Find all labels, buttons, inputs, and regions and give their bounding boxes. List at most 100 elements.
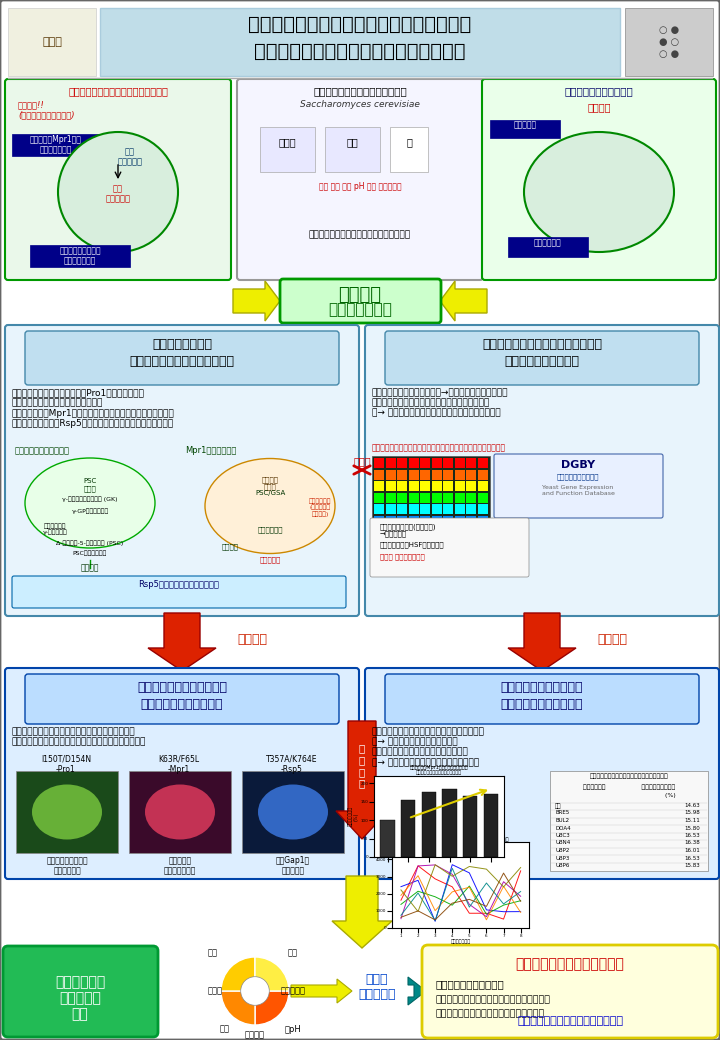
FancyBboxPatch shape bbox=[385, 331, 699, 385]
Text: 15.11: 15.11 bbox=[684, 818, 700, 823]
Text: BRE5: BRE5 bbox=[555, 810, 570, 815]
Bar bbox=[385, 504, 395, 514]
Text: プロリン: プロリン bbox=[222, 543, 238, 549]
Text: 異常タンパク質の生成回避・検知処理: 異常タンパク質の生成回避・検知処理 bbox=[68, 86, 168, 96]
Bar bbox=[397, 504, 407, 514]
FancyBboxPatch shape bbox=[365, 668, 719, 879]
Text: 15.98: 15.98 bbox=[684, 810, 700, 815]
Text: 網羅的な発現機能解析: 網羅的な発現機能解析 bbox=[505, 355, 580, 368]
Bar bbox=[385, 469, 395, 479]
Text: 酸化: 酸化 bbox=[288, 948, 298, 958]
Bar bbox=[16, 771, 118, 853]
Bar bbox=[466, 550, 476, 560]
Bar bbox=[477, 539, 487, 548]
Text: ・セルフクローニング法による育種技術の確立
　→ ストレス耐性パン酵母の作製
・清酒酵母のエタノール適応機構の発見
　→ 高濃度エタノール生産への有用性実証: ・セルフクローニング法による育種技術の確立 → ストレス耐性パン酵母の作製 ・清… bbox=[372, 727, 485, 768]
FancyBboxPatch shape bbox=[422, 945, 718, 1038]
Text: 高低温: 高低温 bbox=[207, 987, 222, 995]
Bar bbox=[443, 469, 453, 479]
Ellipse shape bbox=[32, 784, 102, 839]
Bar bbox=[385, 550, 395, 560]
Text: 乾燥: 乾燥 bbox=[220, 1024, 230, 1034]
Text: 正常
タンパク質: 正常 タンパク質 bbox=[117, 147, 143, 166]
Bar bbox=[442, 788, 456, 857]
Bar bbox=[454, 550, 464, 560]
Bar bbox=[100, 8, 620, 76]
Bar bbox=[397, 458, 407, 468]
Text: ストレス適応タンパク質の: ストレス適応タンパク質の bbox=[137, 681, 227, 694]
Bar bbox=[385, 458, 395, 468]
Text: (%): (%) bbox=[582, 792, 675, 798]
Text: 酵母の発酵環境は過酷なストレス: 酵母の発酵環境は過酷なストレス bbox=[313, 86, 407, 96]
Bar bbox=[374, 480, 384, 491]
Bar bbox=[477, 469, 487, 479]
Text: 15.80: 15.80 bbox=[684, 826, 700, 831]
Text: Yeast Gene Expression
and Function Database: Yeast Gene Expression and Function Datab… bbox=[541, 485, 614, 496]
Text: 16.38: 16.38 bbox=[684, 840, 700, 846]
Text: コーボ: コーボ bbox=[42, 37, 62, 47]
Text: 冷凍 乾燥 変更 pH 低温 エタノール: 冷凍 乾燥 変更 pH 低温 エタノール bbox=[319, 182, 401, 191]
Bar bbox=[431, 504, 441, 514]
Bar bbox=[408, 469, 418, 479]
Bar bbox=[508, 237, 588, 257]
Text: PSC
ナーゼ: PSC ナーゼ bbox=[84, 478, 96, 492]
Bar bbox=[454, 527, 464, 537]
Bar bbox=[385, 516, 395, 525]
Text: ☺: ☺ bbox=[248, 984, 262, 998]
Bar bbox=[397, 550, 407, 560]
Bar bbox=[477, 504, 487, 514]
Text: ストコンドリア等(熱処理後)
→発現遺伝子: ストコンドリア等(熱処理後) →発現遺伝子 bbox=[380, 523, 436, 538]
Wedge shape bbox=[221, 991, 255, 1025]
Y-axis label: パン生地発酵力
(%): パン生地発酵力 (%) bbox=[348, 806, 359, 827]
Bar bbox=[550, 771, 708, 872]
Wedge shape bbox=[255, 991, 289, 1025]
Bar bbox=[466, 539, 476, 548]
Polygon shape bbox=[148, 613, 216, 671]
Text: ストレス耐性
産業酵母の
開発: ストレス耐性 産業酵母の 開発 bbox=[55, 976, 105, 1021]
Text: 酒: 酒 bbox=[406, 137, 412, 147]
Text: 16.53: 16.53 bbox=[684, 856, 700, 860]
Text: パン酵母遺伝子破壊株のストレス感受性に基づくクラスター解析: パン酵母遺伝子破壊株のストレス感受性に基づくクラスター解析 bbox=[372, 443, 506, 452]
Bar bbox=[443, 504, 453, 514]
Bar bbox=[420, 493, 430, 502]
Bar bbox=[385, 493, 395, 502]
Bar bbox=[477, 493, 487, 502]
Bar bbox=[477, 527, 487, 537]
Text: 情報伝達系: 情報伝達系 bbox=[513, 120, 536, 129]
Bar bbox=[374, 516, 384, 525]
Bar bbox=[385, 480, 395, 491]
Ellipse shape bbox=[524, 132, 674, 252]
Polygon shape bbox=[291, 979, 352, 1003]
Bar bbox=[466, 458, 476, 468]
Bar bbox=[397, 539, 407, 548]
Bar bbox=[401, 800, 415, 857]
Text: ・ランダム変異導入による高機能型変異酵素の取得
・高機能化機構の解析、発現酵母のストレス耐性の向上: ・ランダム変異導入による高機能型変異酵素の取得 ・高機能化機構の解析、発現酵母の… bbox=[12, 727, 146, 747]
Wedge shape bbox=[255, 957, 289, 991]
Bar bbox=[420, 539, 430, 548]
Bar bbox=[431, 516, 441, 525]
Text: 新規な
発酵生産系: 新規な 発酵生産系 bbox=[359, 973, 396, 1000]
Text: 酵母がストレスに適応する仕組みの解明と: 酵母がストレスに適応する仕組みの解明と bbox=[248, 15, 472, 34]
Bar bbox=[408, 539, 418, 548]
Bar bbox=[454, 493, 464, 502]
Text: 15.83: 15.83 bbox=[684, 863, 700, 868]
X-axis label: 発酵日数（日）: 発酵日数（日） bbox=[451, 939, 471, 944]
Bar bbox=[454, 469, 464, 479]
Bar bbox=[443, 550, 453, 560]
Bar bbox=[431, 458, 441, 468]
Bar bbox=[443, 458, 453, 468]
Bar bbox=[443, 516, 453, 525]
Text: ストレス: ストレス bbox=[588, 102, 611, 112]
Text: 遺伝子発現ネットワーク: 遺伝子発現ネットワーク bbox=[564, 86, 634, 96]
Text: 酵母利用産業の飛躍的な発展: 酵母利用産業の飛躍的な発展 bbox=[516, 957, 624, 971]
Title: 清酒酵母(K)と実験室酵母(X)でのユビキチン関連遺伝子の発現パターン: 清酒酵母(K)と実験室酵母(X)でのユビキチン関連遺伝子の発現パターン bbox=[412, 837, 510, 842]
Bar bbox=[477, 480, 487, 491]
FancyBboxPatch shape bbox=[5, 668, 359, 879]
Text: ・酒類、バイオエタノール等の生産性向上: ・酒類、バイオエタノール等の生産性向上 bbox=[436, 1009, 545, 1018]
Bar bbox=[408, 550, 418, 560]
Bar bbox=[443, 527, 453, 537]
FancyBboxPatch shape bbox=[3, 946, 158, 1037]
Bar bbox=[443, 493, 453, 502]
Text: T357A/K764E
-Rsp5: T357A/K764E -Rsp5 bbox=[266, 755, 318, 775]
Text: ユビキチン関連遺伝子破壊株の清酒小仕込試験: ユビキチン関連遺伝子破壊株の清酒小仕込試験 bbox=[590, 773, 668, 779]
Text: ストレス耐性産業酵母の: ストレス耐性産業酵母の bbox=[500, 681, 583, 694]
